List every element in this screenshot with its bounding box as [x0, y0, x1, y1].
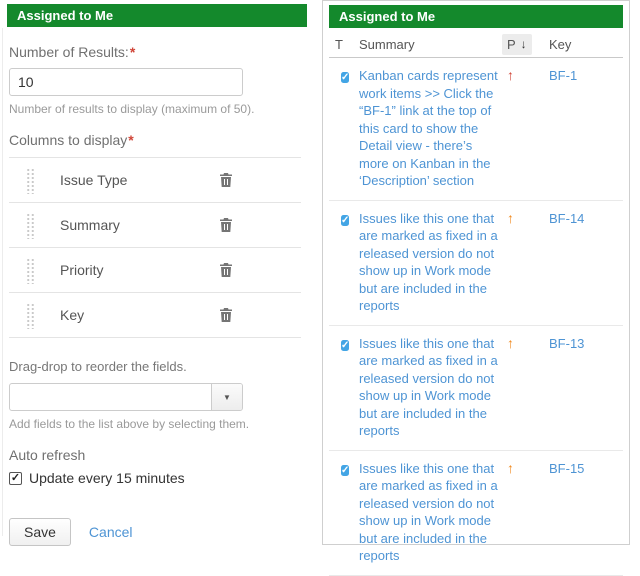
- issue-table: T Summary P ↓ Key ✓ Kanban cards represe…: [329, 31, 623, 576]
- column-row-issue-type: Issue Type: [9, 158, 301, 203]
- column-header-priority[interactable]: P ↓: [502, 33, 547, 55]
- reorder-hint-text: Drag-drop to reorder the fields.: [9, 359, 187, 374]
- trash-icon: [220, 308, 232, 322]
- save-button[interactable]: Save: [9, 518, 71, 546]
- issue-key-link[interactable]: BF-14: [549, 210, 585, 226]
- task-issue-type-icon: ✓: [341, 339, 350, 351]
- drag-handle-icon[interactable]: [25, 256, 34, 284]
- column-row-summary: Summary: [9, 203, 301, 248]
- add-field-help: Add fields to the list above by selectin…: [9, 417, 250, 431]
- remove-column-button[interactable]: [219, 172, 233, 188]
- issue-key-link[interactable]: BF-13: [549, 335, 585, 351]
- column-row-label: Issue Type: [60, 172, 128, 188]
- add-field-select[interactable]: ▼: [9, 383, 243, 411]
- add-field-select-value: [10, 384, 211, 410]
- required-asterisk: *: [128, 132, 134, 148]
- dropdown-button[interactable]: ▼: [211, 384, 242, 410]
- number-of-results-label: Number of Results:*: [9, 44, 136, 60]
- column-row-label: Summary: [60, 217, 120, 233]
- task-issue-type-icon: ✓: [341, 72, 350, 83]
- priority-high-icon: ↑: [507, 459, 514, 476]
- auto-refresh-label: Auto refresh: [9, 447, 86, 463]
- sort-descending-icon: ↓: [520, 37, 527, 51]
- drag-handle-icon[interactable]: [25, 301, 34, 329]
- task-issue-type-icon: ✓: [341, 214, 350, 226]
- issue-row: ✓ Kanban cards represent work items >> C…: [329, 58, 623, 201]
- priority-high-icon: ↑: [507, 209, 514, 226]
- remove-column-button[interactable]: [219, 217, 233, 233]
- number-of-results-input[interactable]: [9, 68, 243, 96]
- auto-refresh-checkbox-label: Update every 15 minutes: [29, 470, 185, 486]
- column-header-type[interactable]: T: [335, 36, 343, 52]
- drag-handle-icon[interactable]: [25, 166, 34, 194]
- number-of-results-help: Number of results to display (maximum of…: [9, 102, 255, 116]
- trash-icon: [220, 263, 232, 277]
- remove-column-button[interactable]: [219, 307, 233, 323]
- sorted-column-indicator: P ↓: [502, 33, 532, 55]
- issue-summary-link[interactable]: Kanban cards represent work items >> Cli…: [359, 68, 498, 188]
- gadget-title: Assigned to Me: [329, 5, 623, 28]
- trash-icon: [220, 173, 232, 187]
- columns-field-list: Issue Type Summary Priority: [9, 157, 301, 338]
- config-panel: Assigned to Me Number of Results:* Numbe…: [0, 0, 307, 546]
- config-panel-title: Assigned to Me: [7, 4, 307, 27]
- column-row-priority: Priority: [9, 248, 301, 293]
- issue-summary-link[interactable]: Issues like this one that are marked as …: [359, 460, 498, 564]
- priority-highest-icon: ↑: [507, 67, 514, 83]
- priority-high-icon: ↑: [507, 334, 514, 351]
- issue-key-link[interactable]: BF-15: [549, 460, 585, 476]
- issue-summary-link[interactable]: Issues like this one that are marked as …: [359, 210, 498, 314]
- columns-to-display-label: Columns to display*: [9, 132, 134, 148]
- drag-handle-icon[interactable]: [25, 211, 34, 239]
- cancel-link[interactable]: Cancel: [88, 524, 133, 540]
- remove-column-button[interactable]: [219, 262, 233, 278]
- issue-row: ✓ Issues like this one that are marked a…: [329, 201, 623, 326]
- checkbox-checked-icon[interactable]: ✓: [9, 471, 22, 485]
- issue-row: ✓ Issues like this one that are marked a…: [329, 326, 623, 451]
- issue-table-header: T Summary P ↓ Key: [329, 31, 623, 58]
- issue-row: ✓ Issues like this one that are marked a…: [329, 451, 623, 576]
- task-issue-type-icon: ✓: [341, 464, 350, 476]
- column-row-label: Key: [60, 307, 85, 323]
- column-header-key[interactable]: Key: [549, 36, 572, 52]
- issue-key-link[interactable]: BF-1: [549, 68, 578, 83]
- chevron-down-icon: ▼: [223, 392, 231, 402]
- column-row-key: Key: [9, 293, 301, 338]
- gadget-preview-panel: Assigned to Me T Summary P ↓ Key ✓ Kanba…: [322, 0, 630, 576]
- required-asterisk: *: [129, 44, 136, 60]
- trash-icon: [220, 218, 232, 232]
- issue-summary-link[interactable]: Issues like this one that are marked as …: [359, 335, 498, 439]
- auto-refresh-checkbox-row[interactable]: ✓ Update every 15 minutes: [9, 470, 305, 486]
- column-row-label: Priority: [60, 262, 104, 278]
- column-header-summary[interactable]: Summary: [359, 36, 415, 52]
